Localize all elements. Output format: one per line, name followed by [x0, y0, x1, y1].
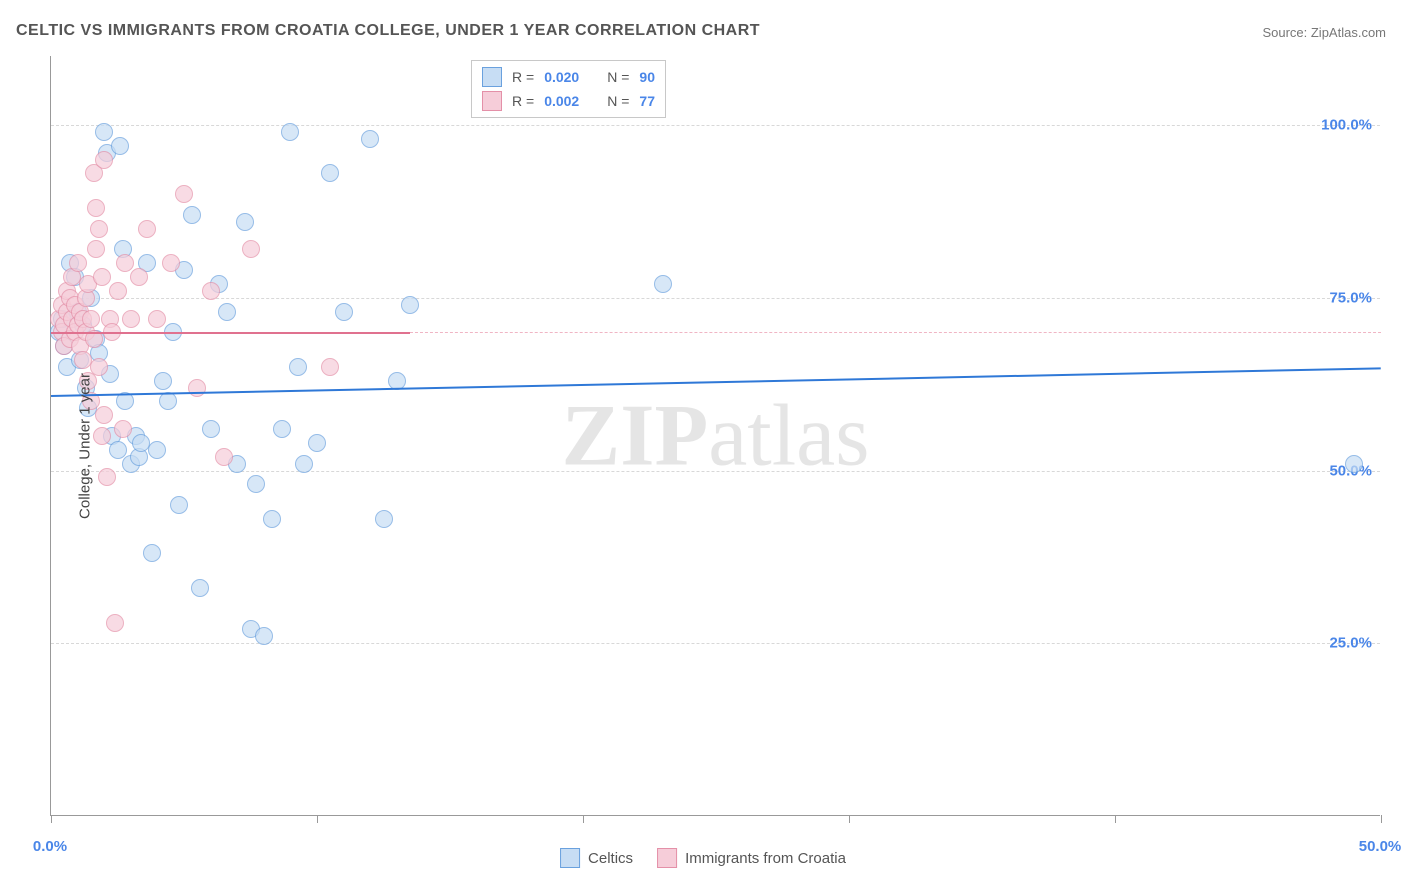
- y-tick-label: 25.0%: [1329, 635, 1372, 652]
- scatter-point: [1345, 455, 1363, 473]
- legend-swatch: [482, 91, 502, 111]
- scatter-point: [263, 510, 281, 528]
- source-label: Source: ZipAtlas.com: [1262, 25, 1386, 40]
- scatter-point: [148, 441, 166, 459]
- n-value: 90: [639, 69, 655, 85]
- scatter-point: [159, 392, 177, 410]
- scatter-point: [191, 579, 209, 597]
- scatter-point: [321, 358, 339, 376]
- y-tick-label: 100.0%: [1321, 117, 1372, 134]
- stats-legend-row: R = 0.020 N = 90: [482, 65, 655, 89]
- scatter-point: [170, 496, 188, 514]
- legend-swatch: [657, 848, 677, 868]
- n-value: 77: [639, 93, 655, 109]
- legend-swatch: [482, 67, 502, 87]
- scatter-point: [87, 199, 105, 217]
- scatter-point: [321, 164, 339, 182]
- series-label: Celtics: [588, 850, 633, 867]
- legend-swatch: [560, 848, 580, 868]
- gridline: [51, 643, 1380, 644]
- x-tick-label: 0.0%: [33, 838, 67, 855]
- scatter-point: [154, 372, 172, 390]
- n-label: N =: [607, 69, 629, 85]
- x-tick: [1381, 815, 1382, 823]
- scatter-point: [308, 434, 326, 452]
- watermark-bold: ZIP: [562, 387, 709, 484]
- scatter-point: [95, 406, 113, 424]
- scatter-point: [143, 544, 161, 562]
- scatter-point: [122, 310, 140, 328]
- trend-line: [410, 332, 1381, 333]
- stats-legend-row: R = 0.002 N = 77: [482, 89, 655, 113]
- scatter-point: [162, 254, 180, 272]
- series-label: Immigrants from Croatia: [685, 850, 846, 867]
- scatter-point: [114, 420, 132, 438]
- scatter-point: [175, 185, 193, 203]
- chart-title: CELTIC VS IMMIGRANTS FROM CROATIA COLLEG…: [16, 22, 760, 40]
- scatter-point: [255, 627, 273, 645]
- scatter-point: [109, 282, 127, 300]
- x-tick: [849, 815, 850, 823]
- scatter-point: [654, 275, 672, 293]
- x-tick: [317, 815, 318, 823]
- x-tick-label: 50.0%: [1359, 838, 1402, 855]
- x-tick: [51, 815, 52, 823]
- scatter-point: [93, 268, 111, 286]
- scatter-point: [90, 220, 108, 238]
- series-legend-item: Immigrants from Croatia: [657, 848, 846, 868]
- scatter-point: [361, 130, 379, 148]
- gridline: [51, 471, 1380, 472]
- scatter-point: [375, 510, 393, 528]
- y-tick-label: 75.0%: [1329, 289, 1372, 306]
- scatter-point: [95, 151, 113, 169]
- trend-line: [51, 367, 1381, 397]
- scatter-point: [93, 427, 111, 445]
- scatter-point: [82, 310, 100, 328]
- scatter-point: [106, 614, 124, 632]
- plot-area: ZIPatlas R = 0.020 N = 90 R = 0.002 N = 77 25.0…: [50, 56, 1380, 816]
- r-value: 0.002: [544, 93, 579, 109]
- n-label: N =: [607, 93, 629, 109]
- scatter-point: [289, 358, 307, 376]
- correlation-chart: CELTIC VS IMMIGRANTS FROM CROATIA COLLEG…: [0, 0, 1406, 892]
- scatter-point: [202, 420, 220, 438]
- stats-legend: R = 0.020 N = 90 R = 0.002 N = 77: [471, 60, 666, 118]
- r-value: 0.020: [544, 69, 579, 85]
- scatter-point: [215, 448, 233, 466]
- scatter-point: [98, 468, 116, 486]
- scatter-point: [273, 420, 291, 438]
- gridline: [51, 125, 1380, 126]
- watermark-rest: atlas: [708, 387, 869, 484]
- series-legend: Celtics Immigrants from Croatia: [560, 844, 846, 872]
- scatter-point: [281, 123, 299, 141]
- x-tick: [583, 815, 584, 823]
- scatter-point: [87, 240, 105, 258]
- trend-line: [51, 332, 410, 334]
- scatter-point: [138, 220, 156, 238]
- scatter-point: [69, 254, 87, 272]
- scatter-point: [111, 137, 129, 155]
- scatter-point: [148, 310, 166, 328]
- scatter-point: [295, 455, 313, 473]
- scatter-point: [183, 206, 201, 224]
- gridline: [51, 298, 1380, 299]
- scatter-point: [218, 303, 236, 321]
- scatter-point: [130, 268, 148, 286]
- scatter-point: [401, 296, 419, 314]
- r-label: R =: [512, 93, 534, 109]
- scatter-point: [247, 475, 265, 493]
- scatter-point: [95, 123, 113, 141]
- scatter-point: [335, 303, 353, 321]
- r-label: R =: [512, 69, 534, 85]
- scatter-point: [236, 213, 254, 231]
- scatter-point: [242, 240, 260, 258]
- x-tick: [1115, 815, 1116, 823]
- y-axis-label: College, Under 1 year: [76, 373, 93, 519]
- series-legend-item: Celtics: [560, 848, 633, 868]
- scatter-point: [202, 282, 220, 300]
